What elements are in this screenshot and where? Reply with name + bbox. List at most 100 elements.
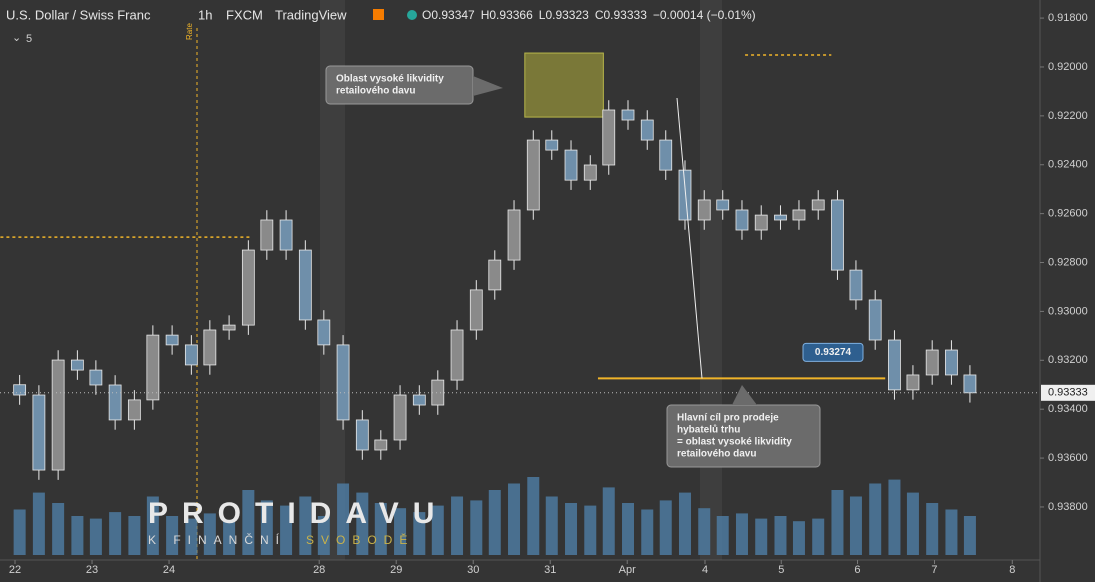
volume-bar [963,516,976,555]
last-price-label: 0.93333 [1048,387,1088,399]
candle-body [868,299,882,341]
volume-bar [488,490,501,555]
session-band [700,0,722,560]
volume-bar [223,521,236,555]
volume-bar [299,496,312,555]
y-tick-label: 0.93400 [1048,403,1088,415]
volume-bar [71,516,84,555]
candle-body [849,269,863,301]
candle-body [735,209,749,231]
candle-body [184,344,198,366]
volume-bar [565,503,578,555]
ohlc-value: C0.93333 [595,8,647,22]
candle-body [774,214,787,221]
x-tick-label: 5 [778,564,784,576]
volume-bar [508,483,521,555]
candle-body [108,384,122,421]
volume-bar [888,479,901,555]
candle-body [146,334,160,401]
candle-body [583,164,597,181]
y-tick-label: 0.93600 [1048,452,1088,464]
candle-body [336,344,350,421]
candle-body [831,199,844,271]
x-tick-label: 7 [931,564,937,576]
interval: 1h [198,7,212,22]
volume-bar [260,500,273,555]
annotation-text: retailového davu [336,86,415,97]
volume-bar [185,518,198,555]
y-tick-label: 0.92800 [1048,256,1088,268]
candle-body [507,209,521,261]
volume-bar [812,518,825,555]
volume-bar [203,513,216,555]
logo-icon [373,9,384,20]
watermark-subtitle: K FINANČNÍ [148,532,286,547]
volume-bar [545,496,558,555]
volume-bar [792,521,805,555]
candle-body [51,359,65,471]
y-tick-label: 0.92000 [1048,61,1088,73]
y-tick-label: 0.93800 [1048,501,1088,513]
x-tick-label: Apr [619,564,636,576]
candle-body [165,334,179,346]
arrow [676,97,703,379]
volume-bar [242,490,255,555]
x-tick-label: 8 [1009,564,1015,576]
candle-body [89,369,103,386]
candle-body [963,374,977,394]
annotation-text: = oblast vysoké likvidity [677,437,792,448]
candle-body [203,329,217,366]
annotation-text: hybatelů trhu [677,424,740,436]
candle-body [564,149,578,181]
candle-body [32,394,46,471]
indicator-count[interactable]: 5 [26,33,32,45]
volume-bar [926,503,939,555]
x-tick-label: 24 [163,564,175,576]
annotation-text: retailového davu [677,449,756,460]
x-tick-label: 6 [854,564,860,576]
candle-body [469,289,483,331]
volume-bar [431,505,444,555]
volume-bar [641,509,654,555]
y-tick-label: 0.93200 [1048,354,1088,366]
volume-bar [128,516,141,555]
target-label: 0.93274 [815,347,852,358]
volume-bar [735,513,748,555]
candle-body [925,349,939,376]
candle-body [716,199,730,211]
chevron[interactable]: ⌄ [12,32,21,44]
volume-bar [584,505,597,555]
candle-body [811,199,825,211]
status-dot [407,10,417,20]
volume-bar [317,516,330,555]
candle-body [602,109,616,166]
volume-bar [13,509,26,555]
watermark-subtitle: SVOBODĚ [306,532,414,547]
volume-bar [337,483,350,555]
volume-bar [774,516,787,555]
volume-bar [945,509,958,555]
volume-bar [755,518,768,555]
annotation-pointer [473,76,503,96]
candle-body [13,384,27,396]
candle-body [222,324,236,331]
y-tick-label: 0.92200 [1048,110,1088,122]
volume-bar [602,487,615,555]
candle-body [431,379,445,406]
candle-body [127,399,141,421]
candle-body [450,329,464,381]
watermark-title: PROTIDAVU [148,497,448,530]
volume-bar [906,492,919,555]
candle-body [621,109,635,121]
y-tick-label: 0.93000 [1048,305,1088,317]
volume-bar [394,508,407,555]
exchange: FXCM [226,7,263,22]
x-tick-label: 29 [390,564,402,576]
volume-bar [527,477,540,555]
annotation-pointer [732,385,757,405]
candle-body [241,249,255,326]
volume-bar [622,503,635,555]
y-tick-label: 0.92600 [1048,208,1088,220]
header: U.S. Dollar / Swiss Franc 1h FXCM Tradin… [6,7,417,45]
